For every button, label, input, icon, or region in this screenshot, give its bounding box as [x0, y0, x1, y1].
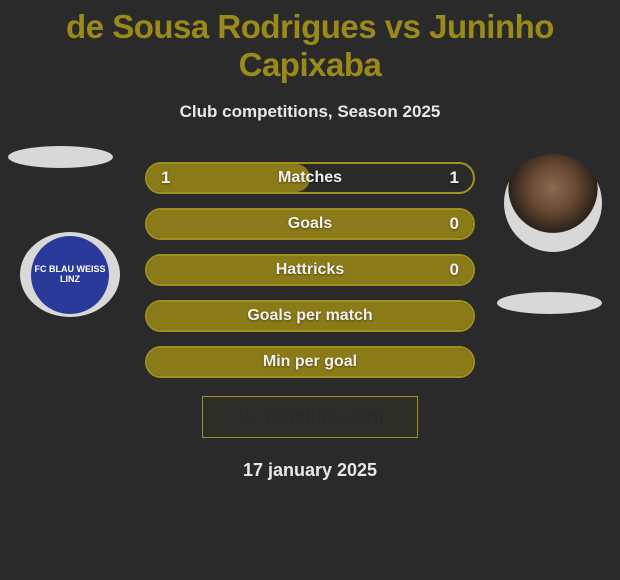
club-badge-right [497, 292, 602, 314]
stat-label: Min per goal [263, 353, 357, 371]
stat-right-value: 0 [450, 260, 459, 280]
player-left-avatar [8, 146, 113, 168]
club-badge-left-text: FC BLAU WEISS LINZ [31, 236, 109, 314]
stat-right-value: 0 [450, 214, 459, 234]
stat-bar: 1 Matches 1 [145, 162, 475, 194]
stat-label: Goals [288, 215, 332, 233]
stat-label: Matches [278, 169, 342, 187]
stat-bar: Min per goal [145, 346, 475, 378]
comparison-content: FC BLAU WEISS LINZ 1Matches1Goals0Hattri… [0, 162, 620, 481]
watermark-text: FcTables.com [265, 407, 384, 428]
club-badge-left: FC BLAU WEISS LINZ [20, 232, 120, 317]
subtitle: Club competitions, Season 2025 [0, 102, 620, 122]
stat-bar: Hattricks 0 [145, 254, 475, 286]
stat-label: Hattricks [276, 261, 344, 279]
stat-right-value: 1 [450, 168, 459, 188]
player-right-avatar [504, 154, 602, 252]
stat-bar: Goals 0 [145, 208, 475, 240]
watermark: FcTables.com [202, 396, 418, 438]
stat-bars: 1 Matches 1 Goals 0 Hattricks 0 Goals per match… [145, 162, 475, 378]
date: 17 january 2025 [0, 460, 620, 481]
stat-left-value: 1 [161, 168, 170, 188]
stat-label: Goals per match [247, 307, 372, 325]
page-title: de Sousa Rodrigues vs Juninho Capixaba [0, 0, 620, 84]
stat-bar: Goals per match [145, 300, 475, 332]
chart-icon [237, 406, 259, 428]
